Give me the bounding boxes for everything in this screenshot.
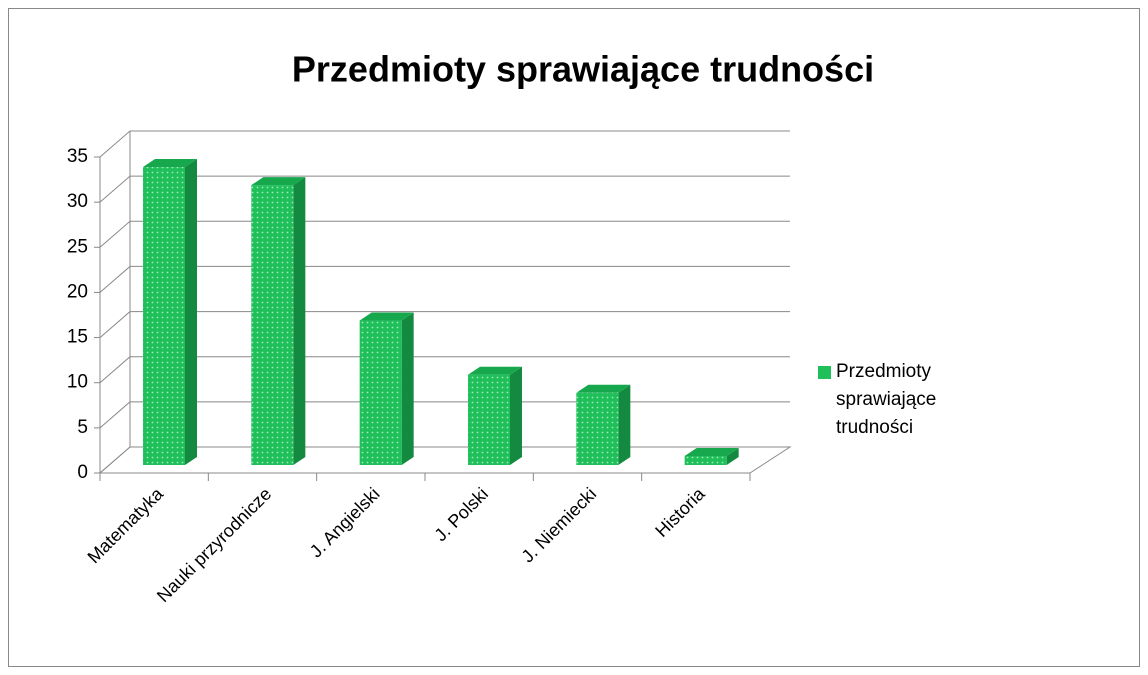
grid-line (99, 446, 790, 474)
y-tick-label: 30 (67, 191, 88, 212)
grid-line (99, 175, 790, 203)
bar-top (359, 312, 414, 321)
bar (684, 455, 727, 465)
bar-side (510, 366, 522, 465)
y-tick-label: 35 (67, 146, 88, 167)
bar-side (401, 312, 414, 465)
legend: Przedmioty sprawiające trudności (818, 358, 998, 442)
bar-side (726, 447, 739, 465)
y-tick-label: 25 (67, 236, 88, 257)
bar-top (143, 159, 197, 168)
legend-label: Przedmioty sprawiające trudności (836, 361, 937, 438)
bar-side (185, 159, 197, 466)
bar-top (576, 384, 631, 393)
bar (468, 374, 510, 465)
legend-swatch (818, 366, 831, 379)
bar (143, 167, 185, 466)
grid-line (99, 311, 790, 338)
grid-line (99, 265, 790, 293)
bar-side (293, 177, 306, 465)
grid-line (99, 220, 790, 248)
bar-top (468, 366, 522, 375)
y-tick-label: 20 (67, 281, 88, 302)
y-tick-label: 10 (67, 372, 88, 393)
grid-line (99, 356, 790, 384)
bar-top (684, 447, 739, 456)
bar-side (618, 384, 631, 465)
y-tick-label: 5 (77, 417, 88, 438)
y-tick-label: 0 (77, 462, 88, 483)
chart-title: Przedmioty sprawiające trudności (292, 49, 874, 90)
bar (359, 320, 402, 465)
bar-top (251, 177, 306, 186)
grid-line (99, 401, 790, 429)
y-tick-label: 15 (67, 327, 88, 348)
grid-line (99, 130, 790, 158)
bar (251, 185, 294, 465)
bar (576, 392, 619, 465)
